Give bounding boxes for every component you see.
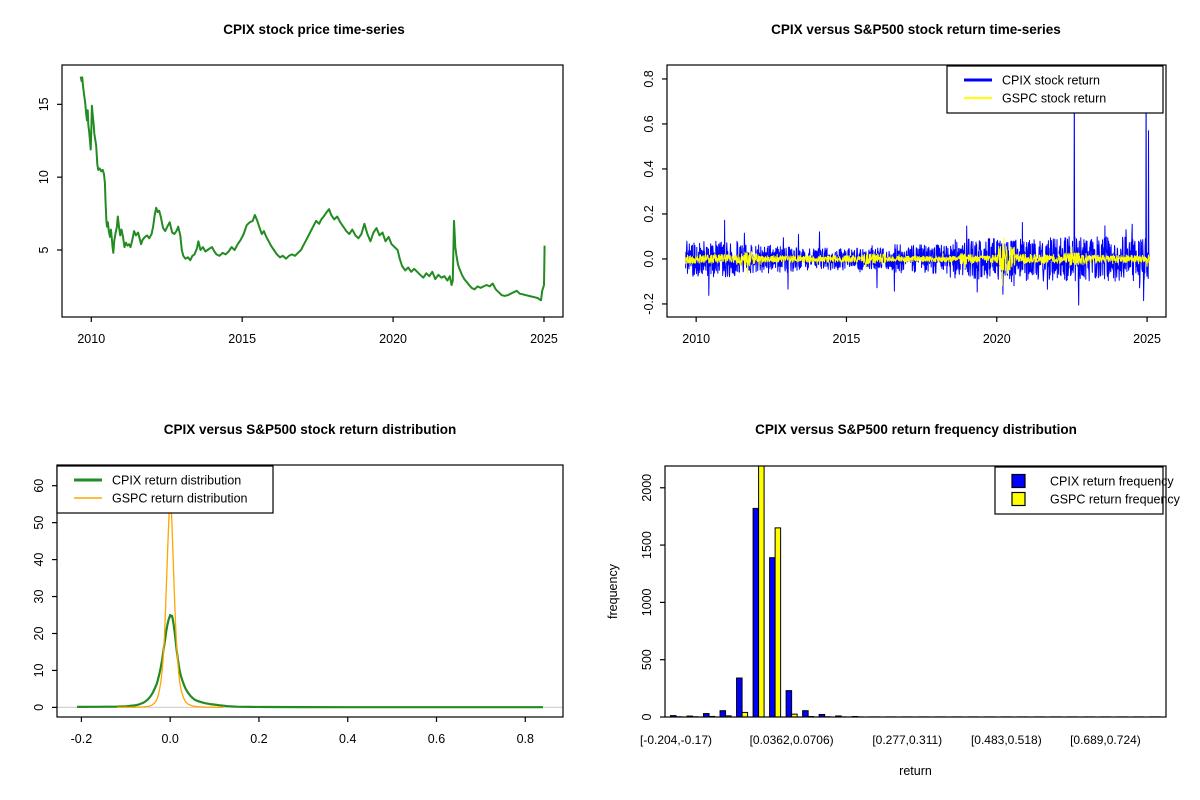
gspc-return-line <box>685 237 1150 287</box>
x-tick-label: 2020 <box>379 332 407 346</box>
y-tick-label: 0 <box>32 704 46 711</box>
panel-title-returns: CPIX versus S&P500 stock return time-ser… <box>771 22 1061 37</box>
x-tick-label: [-0.204,-0.17) <box>640 733 712 747</box>
x-tick-label: 2010 <box>682 332 710 346</box>
y-tick-label: 10 <box>37 170 51 184</box>
y-tick-label: 20 <box>32 626 46 640</box>
x-tick-label: [0.483,0.518) <box>971 733 1042 747</box>
y-tick-label: 5 <box>37 246 51 253</box>
panel-price-timeseries: CPIX stock price time-series 2010 2015 202… <box>0 0 600 400</box>
plot-frame <box>666 64 1167 318</box>
hist-bar <box>741 711 749 717</box>
x-tick-label: [0.689,0.724) <box>1070 733 1141 747</box>
plot-frame <box>664 465 1167 718</box>
y-tick-label: 2000 <box>640 474 654 502</box>
cpix-density-curve <box>76 613 543 709</box>
y-tick-label: 10 <box>32 663 46 677</box>
legend-box <box>946 65 1164 114</box>
y-tick-label: 0.6 <box>642 115 656 132</box>
x-tick-label: 2020 <box>983 332 1011 346</box>
legend-label: GSPC return distribution <box>112 492 248 506</box>
y-tick-label: -0.2 <box>642 293 656 315</box>
hist-bar <box>752 507 760 717</box>
plot-frame <box>56 464 564 718</box>
panel-return-frequency: CPIX versus S&P500 return frequency dist… <box>600 400 1200 800</box>
return-distribution-plot: -0.2 0.0 0.2 0.4 0.6 0.8 0 10 20 30 40 50 60 CPIX ret… <box>32 464 564 746</box>
legend-box-sample <box>1011 473 1026 489</box>
x-tick-label: 2025 <box>530 332 558 346</box>
panel-title-histogram: CPIX versus S&P500 return frequency dist… <box>755 422 1077 437</box>
return-timeseries-plot: 2010 2015 2020 2025 -0.2 0.0 0.2 0.4 0.6 0.8 CPIX … <box>642 64 1167 346</box>
x-tick-label: [0.0362,0.0706) <box>750 733 834 747</box>
hist-bar <box>736 677 743 717</box>
x-tick-label: 2015 <box>228 332 256 346</box>
hist-bar <box>802 710 809 717</box>
hist-bar <box>785 690 793 717</box>
x-tick-label: -0.2 <box>71 732 93 746</box>
x-tick-label: 2015 <box>833 332 861 346</box>
y-tick-label: 60 <box>32 479 46 493</box>
y-tick-label: 500 <box>640 649 654 670</box>
plot-frame <box>61 64 564 318</box>
legend-label: GSPC return frequency <box>1050 493 1181 507</box>
x-axis-label: return <box>899 764 932 778</box>
x-tick-label: 0.8 <box>517 732 534 746</box>
legend-box-sample <box>1011 491 1026 507</box>
x-tick-label: 0.2 <box>250 732 267 746</box>
y-tick-label: 1000 <box>640 588 654 616</box>
legend: CPIX return frequency GSPC return frequen… <box>994 466 1181 515</box>
hist-bar <box>791 713 798 717</box>
panel-return-distribution: CPIX versus S&P500 stock return distribu… <box>0 400 600 800</box>
y-tick-label: 0.2 <box>642 205 656 222</box>
legend: CPIX stock return GSPC stock return <box>946 65 1164 114</box>
y-axis-label: frequency <box>606 563 620 619</box>
legend-label: CPIX return frequency <box>1050 475 1174 489</box>
x-tick-label: 0.4 <box>339 732 356 746</box>
legend-label: GSPC stock return <box>1002 92 1106 106</box>
y-tick-label: 50 <box>32 516 46 530</box>
return-frequency-plot: 0 500 1000 1500 2000 [-0.204,-0.17) [0.0362,0.… <box>606 465 1181 778</box>
cpix-price-line <box>79 76 546 302</box>
hist-bar <box>769 557 776 717</box>
x-tick-label: 2025 <box>1133 332 1161 346</box>
legend-label: CPIX return distribution <box>112 474 241 488</box>
hist-bar <box>774 527 782 717</box>
x-tick-label: [0.277,0.311) <box>872 733 942 747</box>
panel-return-timeseries: CPIX versus S&P500 stock return time-ser… <box>600 0 1200 400</box>
y-tick-label: 0 <box>640 713 654 720</box>
legend: CPIX return distribution GSPC return dist… <box>56 465 274 514</box>
y-tick-label: 0.4 <box>642 160 656 177</box>
panel-title-density: CPIX versus S&P500 stock return distribu… <box>163 422 457 437</box>
x-tick-label: 0.0 <box>161 732 178 746</box>
panel-title-price: CPIX stock price time-series <box>223 22 405 37</box>
y-tick-label: 15 <box>37 97 51 111</box>
y-tick-label: 40 <box>32 553 46 567</box>
x-tick-label: 2010 <box>77 332 105 346</box>
hist-bar <box>703 713 710 717</box>
x-tick-label: 0.6 <box>428 732 445 746</box>
y-tick-label: 0.0 <box>642 250 656 267</box>
y-tick-label: 1500 <box>640 531 654 559</box>
legend-box <box>56 465 274 514</box>
y-tick-label: 0.8 <box>642 70 656 87</box>
hist-bar <box>818 713 826 717</box>
y-tick-label: 30 <box>32 590 46 604</box>
hist-bar <box>719 710 727 717</box>
price-timeseries-plot: 2010 2015 2020 2025 5 10 15 <box>37 64 564 346</box>
legend-label: CPIX stock return <box>1002 74 1100 88</box>
gspc-density-curve <box>116 496 224 708</box>
hist-bar <box>758 466 765 717</box>
